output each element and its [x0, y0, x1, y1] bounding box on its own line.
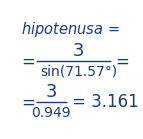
Text: 3: 3 — [45, 83, 57, 101]
Text: =: = — [21, 93, 35, 111]
Text: =: = — [21, 53, 35, 71]
Text: sin(71.57°): sin(71.57°) — [40, 64, 117, 78]
Text: $\it{hipotenusa}$ =: $\it{hipotenusa}$ = — [21, 20, 120, 39]
Text: 3: 3 — [73, 42, 85, 60]
Text: 0.949: 0.949 — [31, 106, 71, 120]
Text: = 3.161: = 3.161 — [72, 93, 139, 111]
Text: =: = — [115, 53, 129, 71]
